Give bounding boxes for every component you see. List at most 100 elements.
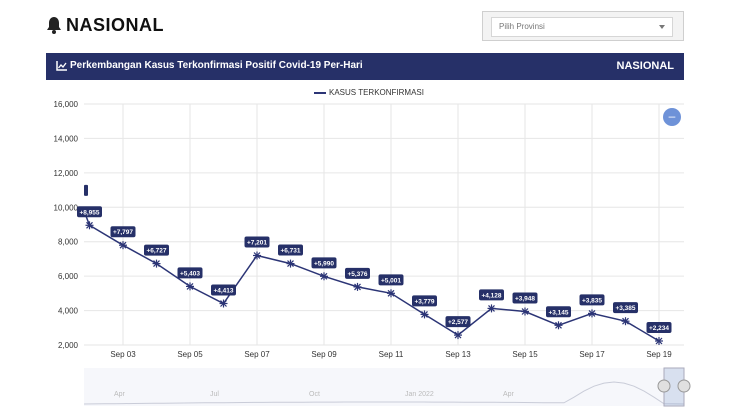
data-point xyxy=(152,259,161,268)
data-point xyxy=(487,304,496,313)
marker-stroke xyxy=(421,310,428,318)
x-tick-label: Sep 11 xyxy=(379,350,404,359)
data-point xyxy=(219,299,228,308)
panel-scope: NASIONAL xyxy=(616,60,674,72)
navigator-label: Apr xyxy=(114,391,126,398)
province-select[interactable]: Pilih Provinsi xyxy=(491,17,673,37)
marker-stroke xyxy=(655,337,663,345)
data-label-box xyxy=(278,244,303,256)
marker-stroke xyxy=(320,272,328,280)
data-point xyxy=(554,321,563,330)
data-label: +4,413 xyxy=(213,287,233,294)
y-tick-label: 12,000 xyxy=(54,169,79,178)
data-label: +2,577 xyxy=(448,319,468,326)
data-label-box xyxy=(479,289,504,301)
x-tick-label: Sep 09 xyxy=(311,350,337,359)
panel-header: Perkembangan Kasus Terkonfirmasi Positif… xyxy=(46,53,684,80)
panel-title: Perkembangan Kasus Terkonfirmasi Positif… xyxy=(70,60,363,71)
marker-stroke xyxy=(86,221,93,229)
navigator-label: Jan 2022 xyxy=(405,391,434,398)
y-tick-label: 14,000 xyxy=(54,134,79,143)
clipped-data-label xyxy=(84,184,88,196)
marker-stroke xyxy=(387,289,395,297)
marker-stroke xyxy=(86,221,93,229)
marker-stroke xyxy=(622,317,629,325)
data-label: +5,001 xyxy=(381,277,401,284)
marker-stroke xyxy=(655,337,663,345)
data-point xyxy=(420,310,429,319)
x-tick-label: Sep 15 xyxy=(512,350,538,359)
y-tick-label: 6,000 xyxy=(58,272,79,281)
navigator-label: Apr xyxy=(503,391,515,398)
data-label: +3,385 xyxy=(615,305,635,312)
data-label-box xyxy=(613,302,638,314)
data-label-box xyxy=(646,321,672,333)
data-label-box xyxy=(546,306,571,318)
data-label: +7,201 xyxy=(247,239,267,246)
x-tick-label: Sep 13 xyxy=(445,350,471,359)
legend-label: KASUS TERKONFIRMASI xyxy=(329,88,424,97)
data-point xyxy=(253,251,261,260)
marker-stroke xyxy=(220,300,227,307)
data-point xyxy=(655,337,663,345)
marker-stroke xyxy=(220,300,227,307)
data-point xyxy=(85,221,94,230)
navigator-selection xyxy=(663,367,685,407)
zoom-out-button[interactable]: – xyxy=(663,108,681,126)
marker-stroke xyxy=(287,260,294,268)
line-chart-icon xyxy=(56,61,67,71)
navigator-label: Jul xyxy=(210,391,219,398)
data-label: +3,948 xyxy=(515,295,535,302)
marker-stroke xyxy=(186,282,194,290)
marker-stroke xyxy=(454,331,462,339)
marker-stroke xyxy=(153,260,160,268)
x-tick-label: Sep 03 xyxy=(110,350,136,359)
chart-legend[interactable]: KASUS TERKONFIRMASI xyxy=(314,88,424,97)
data-point xyxy=(387,289,395,298)
data-point xyxy=(119,241,127,250)
data-label-box xyxy=(110,226,136,238)
data-point xyxy=(454,331,462,340)
chevron-down-icon xyxy=(659,25,665,29)
legend-line-icon xyxy=(314,91,326,94)
y-tick-label: 4,000 xyxy=(58,307,79,316)
data-label-box xyxy=(579,294,605,306)
top-bar: NASIONAL Pilih Provinsi xyxy=(0,0,730,50)
data-label: +6,727 xyxy=(146,248,166,255)
data-label: +6,731 xyxy=(280,248,300,255)
data-label: +3,145 xyxy=(548,309,568,316)
data-label: +5,403 xyxy=(180,270,200,277)
marker-stroke xyxy=(119,241,127,249)
data-label: +7,797 xyxy=(113,229,133,236)
y-tick-label: 8,000 xyxy=(58,238,79,247)
data-label-box xyxy=(77,206,102,218)
data-label-box xyxy=(244,236,270,248)
marker-stroke xyxy=(555,321,562,329)
data-point xyxy=(186,282,194,291)
data-label: +2,234 xyxy=(649,325,669,332)
bell-icon xyxy=(47,17,61,34)
data-point xyxy=(286,259,295,268)
x-tick-label: Sep 17 xyxy=(579,350,605,359)
data-point xyxy=(588,309,596,318)
marker-stroke xyxy=(354,283,361,291)
data-point xyxy=(320,272,328,281)
data-label: +4,128 xyxy=(481,292,501,299)
marker-stroke xyxy=(555,321,562,329)
data-label-box xyxy=(211,284,236,296)
data-label-box xyxy=(311,257,337,269)
marker-stroke xyxy=(287,260,294,268)
data-label-box xyxy=(445,316,471,328)
marker-stroke xyxy=(253,252,261,259)
marker-stroke xyxy=(387,289,395,297)
data-label: +5,376 xyxy=(347,271,367,278)
data-label: +3,779 xyxy=(414,298,434,305)
marker-stroke xyxy=(354,283,361,291)
marker-stroke xyxy=(588,309,596,317)
data-label-box xyxy=(177,267,203,279)
data-label-box xyxy=(412,295,437,307)
x-tick-label: Sep 05 xyxy=(177,350,203,359)
x-tick-label: Sep 19 xyxy=(646,350,672,359)
y-tick-label: 16,000 xyxy=(54,100,79,109)
marker-stroke xyxy=(622,317,629,325)
